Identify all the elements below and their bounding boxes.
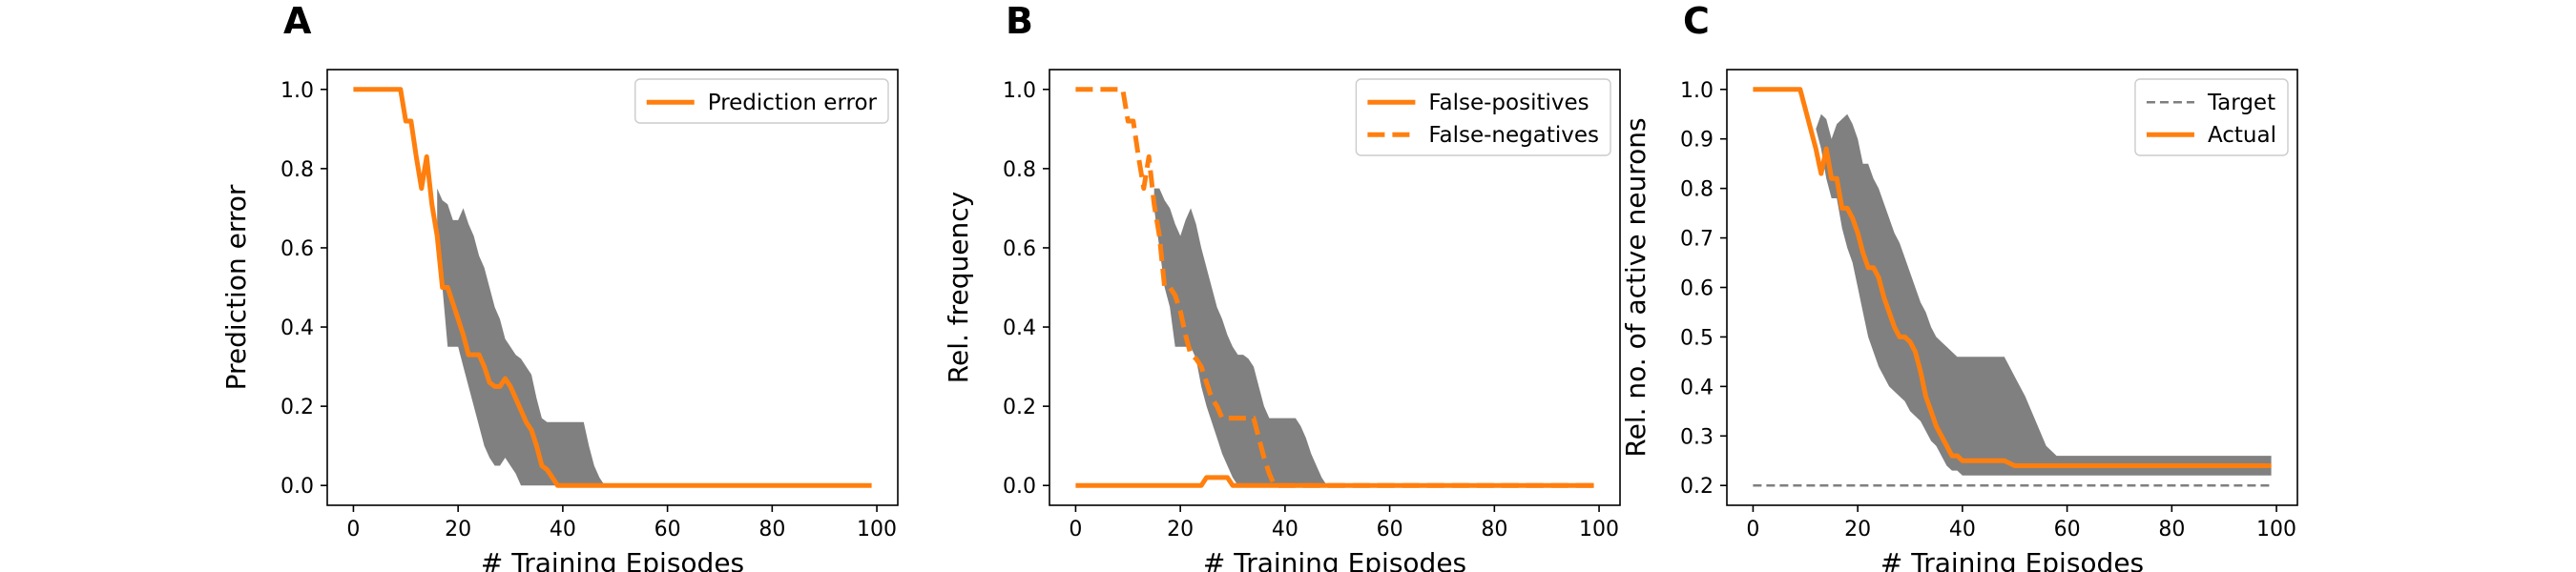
series-line-1 <box>1075 87 1594 488</box>
x-tick-label: 100 <box>2256 518 2296 541</box>
x-axis-title: # Training Episodes <box>1203 547 1466 572</box>
legend-label-1: Actual <box>2208 123 2276 148</box>
y-tick-label: 0.0 <box>280 475 314 499</box>
legend-box <box>1355 78 1611 156</box>
x-tick-label: 0 <box>1069 518 1082 541</box>
x-tick-label: 60 <box>1377 518 1403 541</box>
y-tick-label: 0.6 <box>1680 277 1714 301</box>
legend-label-0: Prediction error <box>708 91 878 115</box>
legend: Target Actual <box>2134 78 2289 156</box>
spread-band <box>1816 113 2272 476</box>
y-tick-label: 0.4 <box>280 317 314 340</box>
y-tick-label: 0.7 <box>1680 228 1714 252</box>
axes-frame <box>1049 69 1621 506</box>
y-tick-label: 0.4 <box>1003 317 1036 340</box>
y-tick-label: 1.0 <box>280 79 314 103</box>
y-tick-label: 0.6 <box>1003 237 1036 261</box>
y-tick-label: 0.8 <box>1680 178 1714 202</box>
y-tick-label: 0.6 <box>280 237 314 261</box>
panel-b: B 0 20 40 60 80 100 0.0 0.2 0.4 0.6 0.8 1.0 # Traini… <box>943 0 1621 572</box>
y-tick-label: 0.3 <box>1680 425 1714 449</box>
x-tick-label: 80 <box>2158 518 2185 541</box>
legend-label-0: False-positives <box>1428 91 1589 115</box>
x-tick-label: 60 <box>2054 518 2081 541</box>
y-tick-label: 0.8 <box>280 158 314 182</box>
x-tick-label: 20 <box>1844 518 1871 541</box>
y-tick-label: 0.2 <box>280 396 314 419</box>
x-tick-label: 40 <box>1949 518 1976 541</box>
x-axis-title: # Training Episodes <box>1880 547 2144 572</box>
legend-label-0: Target <box>2207 91 2275 115</box>
y-tick-label: 1.0 <box>1003 79 1036 103</box>
y-tick-label: 0.8 <box>1003 158 1036 182</box>
panel-letter-b: B <box>1006 0 1033 42</box>
panel-letter-c: C <box>1683 0 1710 42</box>
x-tick-label: 40 <box>1272 518 1298 541</box>
y-tick-label: 0.9 <box>1680 129 1714 153</box>
panel-c: C 0 20 40 60 80 100 0.2 0.3 0.4 0.5 0.6 0.7 0.8 0.9 1.… <box>1620 0 2298 572</box>
y-tick-label: 0.5 <box>1680 326 1714 350</box>
panel-letter-a: A <box>283 0 312 42</box>
x-tick-label: 0 <box>1746 518 1759 541</box>
x-axis-title: # Training Episodes <box>481 547 744 572</box>
y-axis-title: Rel. frequency <box>943 192 974 383</box>
x-tick-label: 60 <box>654 518 681 541</box>
x-tick-label: 20 <box>1167 518 1194 541</box>
legend: Prediction error <box>634 78 889 124</box>
panel-a: A 0 20 40 60 80 100 0.0 0.2 0.4 0.6 0.8 1.0 # Traini… <box>220 0 899 572</box>
y-axis-title: Prediction error <box>220 184 252 390</box>
y-tick-label: 0.0 <box>1003 475 1036 499</box>
x-tick-label: 40 <box>550 518 576 541</box>
x-tick-label: 100 <box>1579 518 1619 541</box>
legend-label-1: False-negatives <box>1428 123 1599 148</box>
series-line-0 <box>1075 475 1594 488</box>
series-line-1 <box>1753 87 2272 468</box>
legend: False-positives False-negatives <box>1355 78 1611 156</box>
y-tick-label: 1.0 <box>1680 79 1714 103</box>
x-tick-label: 20 <box>445 518 471 541</box>
x-tick-label: 80 <box>758 518 785 541</box>
legend-box <box>634 78 889 124</box>
x-tick-label: 0 <box>346 518 360 541</box>
y-tick-label: 0.4 <box>1680 376 1714 399</box>
x-tick-label: 100 <box>857 518 897 541</box>
y-axis-title: Rel. no. of active neurons <box>1620 117 1652 457</box>
series-line-0 <box>353 87 872 488</box>
y-tick-label: 0.2 <box>1680 475 1714 499</box>
x-tick-label: 80 <box>1481 518 1507 541</box>
spread-band <box>1153 188 1327 486</box>
spread-band <box>437 188 605 486</box>
y-tick-label: 0.2 <box>1003 396 1036 419</box>
axes-frame <box>326 69 899 506</box>
